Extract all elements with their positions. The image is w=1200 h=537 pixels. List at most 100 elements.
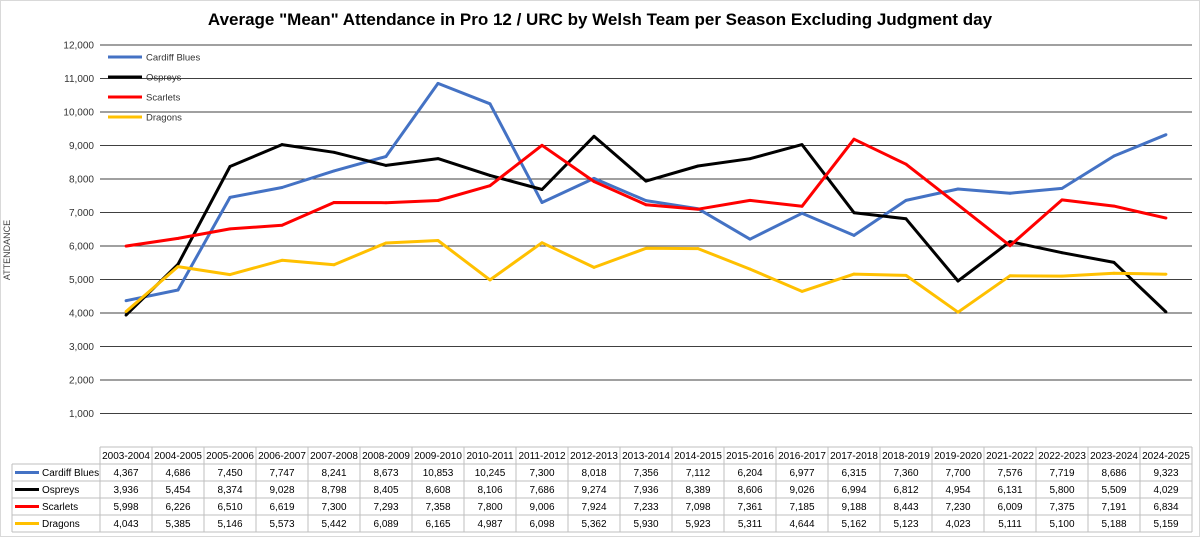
data-point-cardiff-blues	[1008, 191, 1012, 195]
data-point-scarlets	[540, 143, 544, 147]
y-tick-label: 7,000	[69, 208, 94, 219]
y-axis-ticks: 1,000 2,000 3,000 4,000 5,000 6,000 7,000 8,000…	[63, 41, 94, 421]
data-point-cardiff-blues	[748, 237, 752, 241]
table-series-name: Scarlets	[42, 502, 78, 513]
data-point-scarlets	[1112, 204, 1116, 208]
data-label: 9,323	[1153, 468, 1178, 479]
x-tick-label: 2008-2009	[362, 451, 410, 462]
table-series-name: Cardiff Blues	[42, 468, 99, 479]
data-point-cardiff-blues	[800, 211, 804, 215]
data-label: 6,226	[165, 502, 190, 513]
x-tick-label: 2023-2024	[1090, 451, 1138, 462]
data-point-cardiff-blues	[124, 299, 128, 303]
data-label: 8,106	[477, 485, 502, 496]
data-point-ospreys	[644, 179, 648, 183]
data-point-scarlets	[1008, 244, 1012, 248]
y-tick-label: 6,000	[69, 242, 94, 253]
data-point-cardiff-blues	[436, 82, 440, 85]
data-point-cardiff-blues	[592, 176, 596, 180]
data-label: 4,954	[945, 485, 970, 496]
data-point-dragons	[592, 265, 596, 269]
data-label: 5,998	[113, 502, 138, 513]
data-label: 7,185	[789, 502, 814, 513]
data-point-scarlets	[904, 162, 908, 166]
data-label: 5,123	[893, 519, 918, 530]
data-point-cardiff-blues	[852, 234, 856, 237]
data-label: 7,191	[1101, 502, 1126, 513]
data-label: 9,006	[529, 502, 554, 513]
data-label: 6,619	[269, 502, 294, 513]
data-point-scarlets	[332, 201, 336, 204]
legend-label: Cardiff Blues	[146, 53, 200, 64]
data-label: 7,800	[477, 502, 502, 513]
data-point-ospreys	[228, 165, 232, 168]
x-tick-label: 2016-2017	[778, 451, 826, 462]
data-label: 5,146	[217, 519, 242, 530]
y-tick-label: 11,000	[64, 74, 94, 85]
data-point-ospreys	[540, 188, 544, 191]
data-label: 9,188	[841, 502, 866, 513]
data-label: 8,389	[685, 485, 710, 496]
data-point-dragons	[748, 267, 752, 271]
y-axis-label: ATTENDANCE	[2, 220, 12, 280]
data-label: 5,311	[738, 519, 763, 530]
data-label: 7,686	[529, 485, 554, 496]
data-label: 9,028	[269, 485, 294, 496]
x-tick-label: 2009-2010	[414, 451, 462, 462]
data-point-scarlets	[956, 203, 960, 207]
data-label: 5,454	[165, 485, 190, 496]
x-tick-label: 2014-2015	[674, 451, 722, 462]
data-point-ospreys	[956, 279, 960, 283]
data-label: 5,442	[321, 519, 346, 530]
data-point-ospreys	[800, 143, 804, 147]
data-label: 8,241	[321, 468, 346, 479]
data-point-scarlets	[124, 244, 128, 248]
data-label: 6,204	[737, 468, 762, 479]
data-point-cardiff-blues	[488, 102, 492, 106]
y-tick-label: 5,000	[69, 275, 94, 286]
data-label: 5,509	[1101, 485, 1126, 496]
x-tick-label: 2021-2022	[986, 451, 1034, 462]
y-tick-label: 9,000	[69, 141, 94, 152]
data-label: 5,159	[1153, 519, 1178, 530]
data-point-scarlets	[696, 207, 700, 211]
data-point-ospreys	[1008, 240, 1012, 244]
data-point-dragons	[644, 246, 648, 250]
data-label: 6,812	[893, 485, 918, 496]
x-tick-label: 2015-2016	[726, 451, 774, 462]
y-tick-label: 2,000	[69, 376, 94, 387]
data-label: 6,977	[789, 468, 814, 479]
data-label: 7,233	[633, 502, 658, 513]
data-label: 7,375	[1049, 502, 1074, 513]
data-point-scarlets	[592, 180, 596, 183]
data-label: 5,800	[1049, 485, 1074, 496]
data-point-dragons	[488, 278, 492, 282]
data-point-scarlets	[800, 204, 804, 208]
data-label: 8,374	[217, 485, 242, 496]
data-label: 7,300	[529, 468, 554, 479]
x-tick-label: 2011-2012	[518, 451, 566, 462]
x-tick-label: 2013-2014	[622, 451, 670, 462]
data-label: 5,100	[1049, 519, 1074, 530]
data-point-cardiff-blues	[332, 169, 336, 173]
data-point-dragons	[124, 310, 128, 313]
data-label: 5,162	[841, 519, 866, 530]
data-label: 6,089	[373, 519, 398, 530]
data-label: 8,798	[321, 485, 346, 496]
data-label: 7,230	[945, 502, 970, 513]
legend-label: Dragons	[146, 113, 182, 124]
data-point-scarlets	[852, 137, 856, 141]
data-label: 5,923	[685, 519, 710, 530]
data-label: 10,245	[475, 468, 506, 479]
data-label: 5,573	[269, 519, 294, 530]
data-label: 7,450	[217, 468, 242, 479]
data-point-dragons	[1060, 274, 1064, 278]
data-point-dragons	[436, 239, 440, 242]
data-table: 2003-2004 2004-2005 2005-2006 2006-2007 2007…	[11, 447, 1193, 533]
data-point-scarlets	[748, 199, 752, 202]
y-tick-label: 12,000	[63, 41, 94, 52]
data-label: 7,356	[633, 468, 658, 479]
data-point-scarlets	[384, 201, 388, 205]
data-point-dragons	[956, 310, 960, 314]
data-label: 7,700	[945, 468, 970, 479]
